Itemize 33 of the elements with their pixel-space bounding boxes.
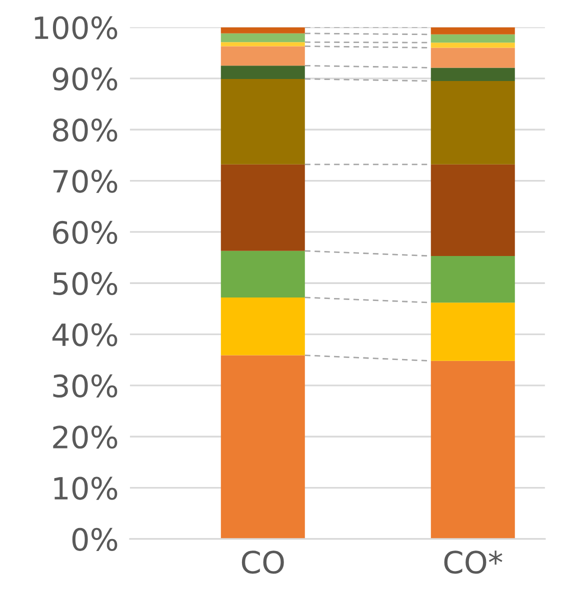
bar: [430, 164, 515, 256]
y-tick-label: 0%: [72, 528, 118, 552]
bar: [220, 250, 305, 298]
x-tick-label: CO: [242, 550, 284, 574]
y-tick-label: 20%: [53, 426, 118, 449]
bar: [430, 302, 515, 361]
x-tick-label: CO*: [444, 550, 502, 574]
y-tick-label: 80%: [53, 118, 118, 142]
bar: [220, 46, 305, 66]
bar: [430, 256, 515, 303]
y-tick-label: 30%: [53, 374, 118, 398]
y-tick-label: 50%: [53, 272, 118, 296]
bar: [430, 81, 515, 164]
bar: [430, 27, 515, 34]
y-tick-label: 70%: [53, 170, 118, 193]
bar: [220, 27, 305, 34]
y-tick-label: 90%: [52, 67, 118, 90]
bar: [430, 68, 515, 81]
bar: [430, 48, 515, 68]
bar: [220, 355, 305, 539]
bar: [430, 360, 515, 539]
bar: [430, 34, 515, 43]
y-tick-label: 10%: [54, 476, 118, 500]
bar: [220, 297, 305, 356]
y-tick-label: 60%: [53, 220, 118, 244]
y-tick-label: 100%: [34, 16, 118, 40]
bar: [220, 66, 305, 79]
bar: [220, 164, 305, 251]
bar: [430, 42, 515, 48]
bar: [220, 33, 305, 42]
bar: [220, 42, 305, 46]
bar: [220, 78, 305, 164]
y-tick-label: 40%: [52, 323, 118, 346]
